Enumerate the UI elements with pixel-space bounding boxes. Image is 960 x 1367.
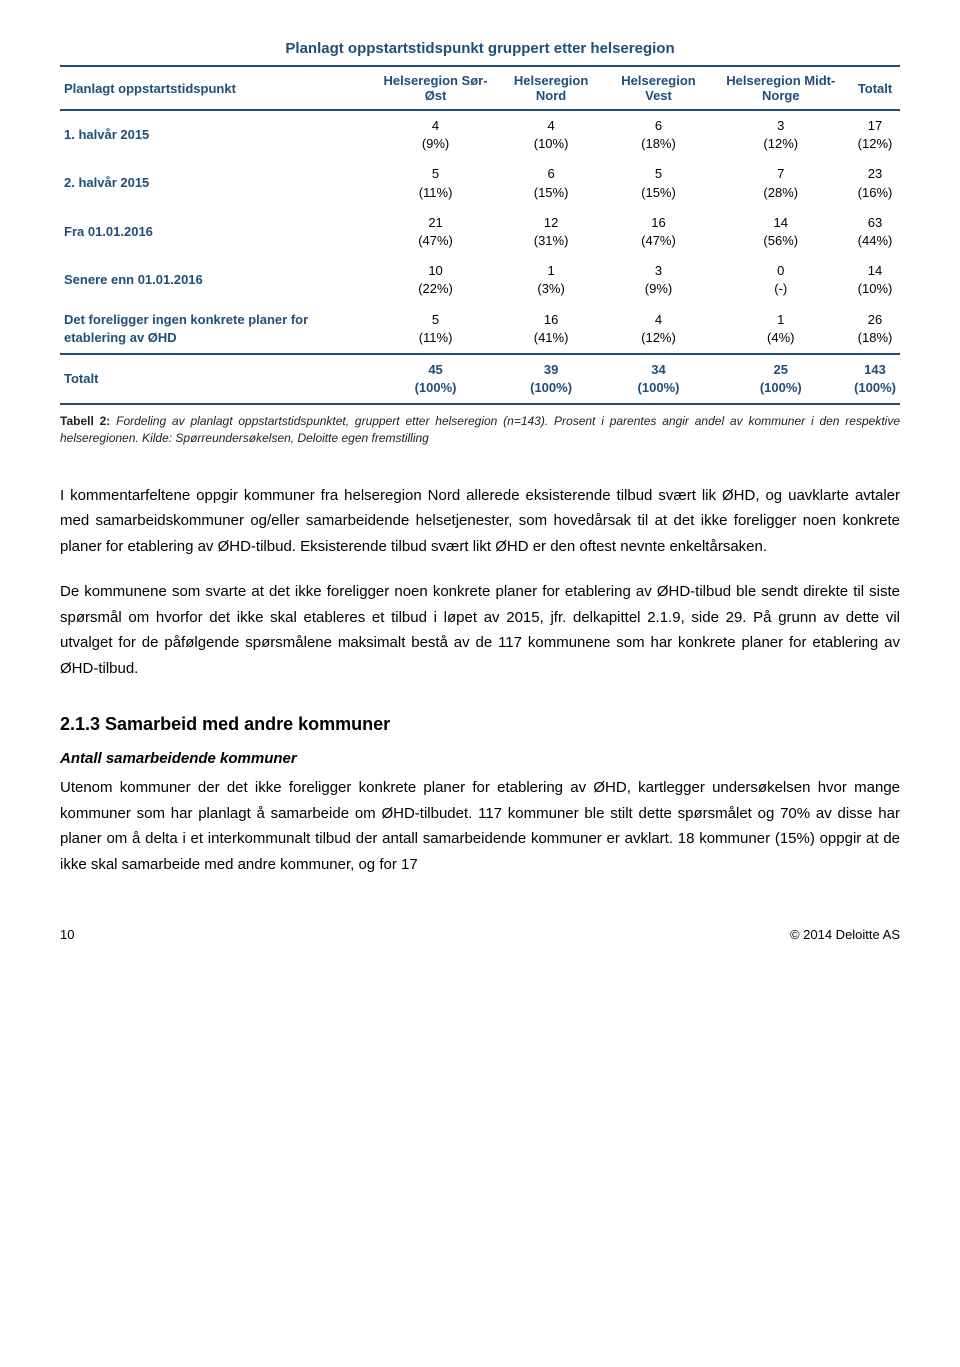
cell: 4(9%) bbox=[374, 110, 496, 159]
table-title: Planlagt oppstartstidspunkt gruppert ett… bbox=[60, 40, 900, 57]
row-label: Fra 01.01.2016 bbox=[60, 208, 374, 256]
total-cell: 45(100%) bbox=[374, 354, 496, 404]
col-2: Helseregion Vest bbox=[605, 66, 711, 110]
col-3: Helseregion Midt-Norge bbox=[712, 66, 851, 110]
body-text: I kommentarfeltene oppgir kommuner fra h… bbox=[60, 483, 900, 878]
cell: 5(11%) bbox=[374, 159, 496, 207]
table-row: Fra 01.01.201621(47%)12(31%)16(47%)14(56… bbox=[60, 208, 900, 256]
table-row: 2. halvår 20155(11%)6(15%)5(15%)7(28%)23… bbox=[60, 159, 900, 207]
section-heading: 2.1.3 Samarbeid med andre kommuner bbox=[60, 709, 900, 740]
total-label: Totalt bbox=[60, 354, 374, 404]
cell: 26(18%) bbox=[850, 305, 900, 354]
cell: 1(3%) bbox=[497, 256, 606, 304]
total-cell: 34(100%) bbox=[605, 354, 711, 404]
data-table: Planlagt oppstartstidspunkt Helseregion … bbox=[60, 65, 900, 405]
paragraph-1: I kommentarfeltene oppgir kommuner fra h… bbox=[60, 483, 900, 560]
copyright: © 2014 Deloitte AS bbox=[790, 927, 900, 942]
table-total-row: Totalt45(100%)39(100%)34(100%)25(100%)14… bbox=[60, 354, 900, 404]
total-cell: 39(100%) bbox=[497, 354, 606, 404]
table-row: Det foreligger ingen konkrete planer for… bbox=[60, 305, 900, 354]
cell: 7(28%) bbox=[712, 159, 851, 207]
table-row: Senere enn 01.01.201610(22%)1(3%)3(9%)0(… bbox=[60, 256, 900, 304]
caption-italic: Fordeling av planlagt oppstartstidspunkt… bbox=[60, 414, 900, 445]
cell: 10(22%) bbox=[374, 256, 496, 304]
caption-bold: Tabell 2: bbox=[60, 414, 110, 428]
page-footer: 10 © 2014 Deloitte AS bbox=[60, 927, 900, 942]
col-4: Totalt bbox=[850, 66, 900, 110]
cell: 0(-) bbox=[712, 256, 851, 304]
cell: 5(11%) bbox=[374, 305, 496, 354]
cell: 1(4%) bbox=[712, 305, 851, 354]
table-row: 1. halvår 20154(9%)4(10%)6(18%)3(12%)17(… bbox=[60, 110, 900, 159]
col-0: Helseregion Sør-Øst bbox=[374, 66, 496, 110]
cell: 4(12%) bbox=[605, 305, 711, 354]
total-cell: 25(100%) bbox=[712, 354, 851, 404]
col-1: Helseregion Nord bbox=[497, 66, 606, 110]
table-header-row: Planlagt oppstartstidspunkt Helseregion … bbox=[60, 66, 900, 110]
col-rowheader: Planlagt oppstartstidspunkt bbox=[60, 66, 374, 110]
cell: 12(31%) bbox=[497, 208, 606, 256]
cell: 23(16%) bbox=[850, 159, 900, 207]
cell: 14(56%) bbox=[712, 208, 851, 256]
row-label: 2. halvår 2015 bbox=[60, 159, 374, 207]
cell: 16(47%) bbox=[605, 208, 711, 256]
total-cell: 143(100%) bbox=[850, 354, 900, 404]
cell: 17(12%) bbox=[850, 110, 900, 159]
cell: 6(15%) bbox=[497, 159, 606, 207]
page-number: 10 bbox=[60, 927, 74, 942]
section-subheading: Antall samarbeidende kommuner bbox=[60, 746, 900, 772]
table-caption: Tabell 2: Fordeling av planlagt oppstart… bbox=[60, 413, 900, 447]
cell: 5(15%) bbox=[605, 159, 711, 207]
cell: 16(41%) bbox=[497, 305, 606, 354]
cell: 3(9%) bbox=[605, 256, 711, 304]
cell: 4(10%) bbox=[497, 110, 606, 159]
cell: 3(12%) bbox=[712, 110, 851, 159]
paragraph-3: Utenom kommuner der det ikke foreligger … bbox=[60, 775, 900, 877]
cell: 6(18%) bbox=[605, 110, 711, 159]
row-label: 1. halvår 2015 bbox=[60, 110, 374, 159]
cell: 21(47%) bbox=[374, 208, 496, 256]
paragraph-2: De kommunene som svarte at det ikke fore… bbox=[60, 579, 900, 681]
cell: 63(44%) bbox=[850, 208, 900, 256]
cell: 14(10%) bbox=[850, 256, 900, 304]
row-label: Senere enn 01.01.2016 bbox=[60, 256, 374, 304]
row-label: Det foreligger ingen konkrete planer for… bbox=[60, 305, 374, 354]
